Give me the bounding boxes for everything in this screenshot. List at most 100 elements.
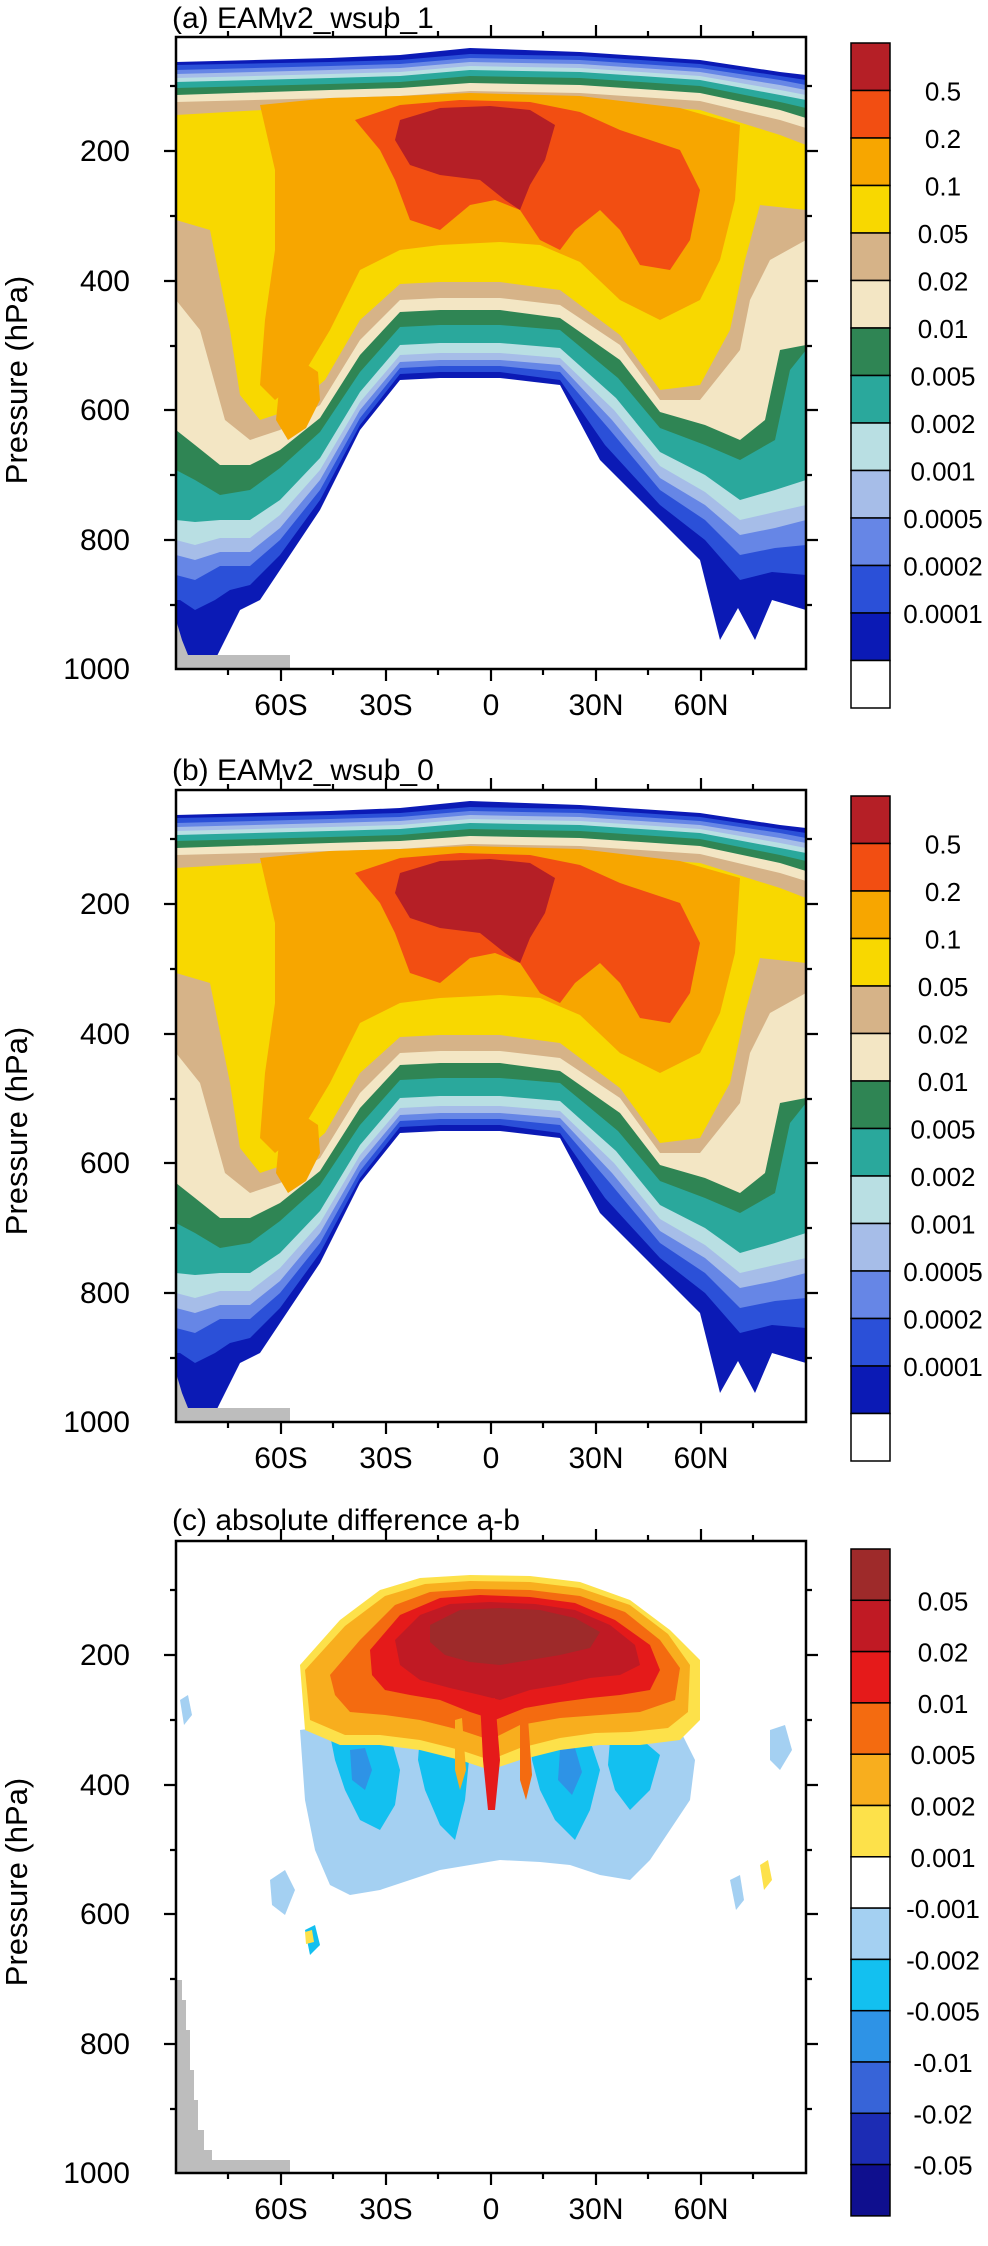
- panel-a-ytick-1000: 1000: [63, 653, 130, 686]
- panel-c-ytick-400: 400: [80, 1769, 130, 1802]
- colorbar-box: [850, 232, 891, 282]
- colorbar-label: 0.02: [918, 1638, 969, 1668]
- panel-b-xtick-60S: 60S: [254, 1442, 307, 1475]
- panel-a-xtick-0: 0: [483, 689, 500, 722]
- panel-c-pos-streak-1: [480, 1698, 500, 1810]
- panel-a-plot-area: [176, 37, 806, 669]
- panel-b-ylabel: Pressure (hPa): [0, 1027, 34, 1235]
- panel-c-pos-small-2: [305, 1930, 314, 1944]
- colorbar-box: [850, 422, 891, 472]
- panel-b-xtick-30N: 30N: [568, 1442, 623, 1475]
- colorbar-box: [850, 1650, 891, 1704]
- panel-a-ylabel: Pressure (hPa): [0, 276, 34, 484]
- colorbar-label: -0.05: [913, 2151, 972, 2181]
- colorbar-box: [850, 2061, 891, 2115]
- colorbar-box: [850, 1127, 891, 1177]
- panel-b-ytick-1000: 1000: [63, 1406, 130, 1439]
- colorbar-box: [850, 2009, 891, 2063]
- panel-c-ytick-600: 600: [80, 1898, 130, 1931]
- panel-c-ylabel: Pressure (hPa): [0, 1778, 34, 1986]
- colorbar-box: [850, 659, 891, 709]
- colorbar-box: [850, 1804, 891, 1858]
- panel-c-yticklabels: 200 400 600 800 1000: [63, 1639, 130, 2190]
- colorbar-box: [850, 2163, 891, 2217]
- panel-c-neg-0.005: [350, 1748, 372, 1790]
- panel-c-xtick-30S: 30S: [359, 2193, 412, 2226]
- panel-b-xtick-60N: 60N: [673, 1442, 728, 1475]
- colorbar-label: 0.002: [910, 409, 975, 439]
- colorbar-label: 0.0005: [903, 1257, 983, 1287]
- colorbar-label: 0.01: [918, 1067, 969, 1097]
- panel-c-plot-area: [176, 1541, 806, 2173]
- colorbar-box: [850, 937, 891, 987]
- panel-c-colorbar: 0.05 0.02 0.01 0.005 0.002 0.001 -0.001 -0.002 -…: [850, 1548, 980, 2217]
- panel-b-xticklabels: 60S 30S 0 30N 60N: [254, 1442, 728, 1475]
- panel-b-ytick-400: 400: [80, 1018, 130, 1051]
- colorbar-box: [850, 1958, 891, 2012]
- panel-c-neg-0.005b: [558, 1748, 582, 1795]
- panel-b-plot-area: [176, 790, 806, 1422]
- colorbar-label: 0.002: [910, 1162, 975, 1192]
- colorbar-label: 0.005: [910, 362, 975, 392]
- panel-a-ytick-400: 400: [80, 265, 130, 298]
- panel-c-land: [176, 1980, 290, 2173]
- colorbar-box: [850, 1599, 891, 1653]
- panel-c-xtick-0: 0: [483, 2193, 500, 2226]
- panel-a: (a) EAMv2_wsub_1 Pressure (hPa): [0, 2, 983, 722]
- colorbar-label: -0.002: [906, 1945, 980, 1975]
- colorbar-label: 0.1: [925, 925, 961, 955]
- colorbar-label: 0.002: [910, 1792, 975, 1822]
- panel-c-title: (c) absolute difference a-b: [172, 1504, 520, 1537]
- panel-c-pos-streak-3: [520, 1718, 532, 1800]
- colorbar-label: 0.01: [918, 1689, 969, 1719]
- colorbar-box: [850, 1175, 891, 1225]
- colorbar-label: 0.001: [910, 1843, 975, 1873]
- panel-a-title: (a) EAMv2_wsub_1: [172, 2, 434, 35]
- panel-c-xticklabels: 60S 30S 0 30N 60N: [254, 2193, 728, 2226]
- colorbar-label: 0.2: [925, 124, 961, 154]
- colorbar-box: [850, 2112, 891, 2166]
- colorbar-label: 0.0005: [903, 504, 983, 534]
- panel-b-yticklabels: 200 400 600 800 1000: [63, 888, 130, 1439]
- colorbar-label: 0.05: [918, 972, 969, 1002]
- colorbar-box: [850, 612, 891, 662]
- panel-a-land: [176, 620, 290, 669]
- panel-c-neg-small-5: [730, 1875, 744, 1910]
- colorbar-label: 0.0002: [903, 552, 983, 582]
- colorbar-box: [850, 1317, 891, 1367]
- colorbar-label: 0.005: [910, 1115, 975, 1145]
- colorbar-box: [850, 184, 891, 234]
- panel-c-neg-0.002d: [608, 1738, 660, 1810]
- panel-c-ytick-1000: 1000: [63, 2157, 130, 2190]
- colorbar-box: [850, 1753, 891, 1807]
- colorbar-label: 0.005: [910, 1740, 975, 1770]
- colorbar-label: 0.01: [918, 314, 969, 344]
- panel-b: (b) EAMv2_wsub_0 Pressure (hPa): [0, 754, 983, 1475]
- panel-c-pos-0.05: [430, 1608, 600, 1665]
- panel-a-xticklabels: 60S 30S 0 30N 60N: [254, 689, 728, 722]
- panel-a-yticklabels: 200 400 600 800 1000: [63, 135, 130, 686]
- colorbar-box: [850, 1856, 891, 1909]
- colorbar-label: 0.001: [910, 1210, 975, 1240]
- colorbar-box: [850, 1907, 891, 1961]
- panel-b-colorbar: 0.5 0.2 0.1 0.05 0.02 0.01 0.005 0.002 0.001 0.00…: [850, 795, 983, 1462]
- colorbar-box: [850, 279, 891, 329]
- colorbar-box: [850, 890, 891, 940]
- colorbar-label: 0.0002: [903, 1305, 983, 1335]
- colorbar-label: -0.02: [913, 2099, 972, 2129]
- colorbar-label: 0.5: [925, 77, 961, 107]
- panel-a-ytick-200: 200: [80, 135, 130, 168]
- colorbar-label: 0.0001: [903, 1352, 983, 1382]
- colorbar-box: [850, 469, 891, 519]
- colorbar-box: [850, 842, 891, 892]
- colorbar-box: [850, 564, 891, 614]
- colorbar-box: [850, 1222, 891, 1272]
- panel-b-band-max: [395, 859, 555, 963]
- panel-c-ticks: [164, 1529, 818, 2185]
- colorbar-box: [850, 374, 891, 424]
- colorbar-box: [850, 42, 891, 92]
- panel-c-neg-small-2: [770, 1725, 792, 1770]
- panel-c-pos-streak-2: [455, 1718, 466, 1790]
- panel-a-xtick-30N: 30N: [568, 689, 623, 722]
- panel-b-land: [176, 1373, 290, 1422]
